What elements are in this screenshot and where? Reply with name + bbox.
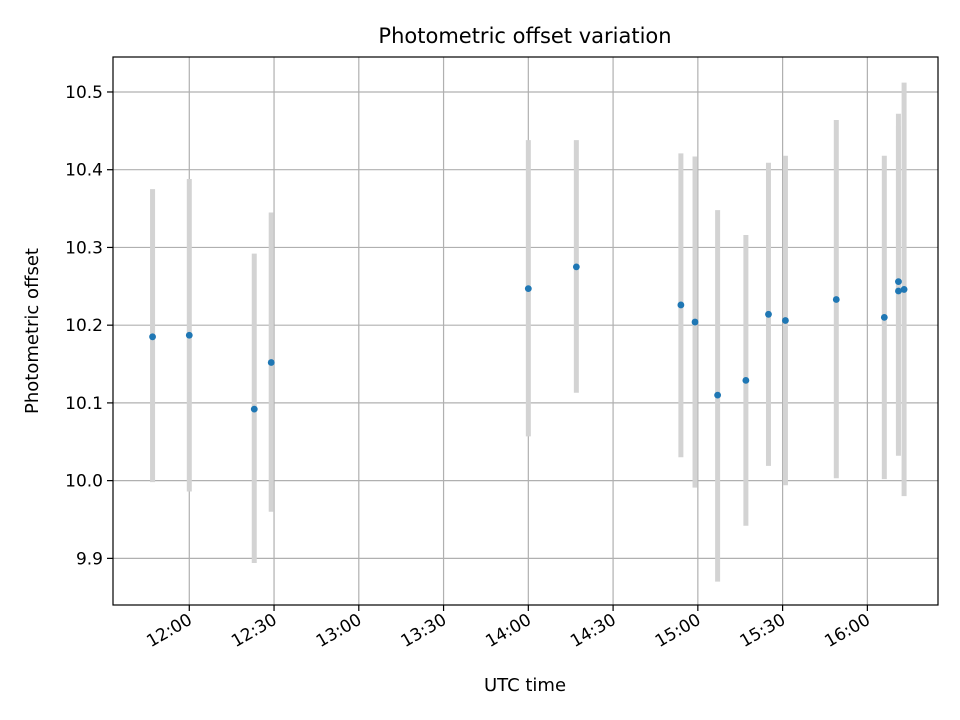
data-point — [524, 285, 532, 293]
data-point — [895, 287, 902, 295]
y-tick-label: 10.5 — [65, 83, 103, 103]
data-points — [149, 263, 908, 413]
data-point — [149, 333, 156, 341]
data-point — [765, 310, 772, 318]
y-axis-label: Photometric offset — [22, 248, 43, 414]
grid — [113, 57, 938, 605]
data-point — [782, 317, 789, 324]
x-tick-label: 13:30 — [398, 610, 450, 652]
x-tick-label: 15:30 — [737, 610, 789, 652]
data-point — [900, 286, 908, 293]
data-point — [880, 313, 888, 321]
y-axis-ticks: 9.9 10.0 10.1 10.2 10.3 10.4 10.5 — [65, 83, 113, 569]
data-point — [677, 301, 685, 309]
x-tick-label: 13:00 — [313, 610, 365, 652]
x-tick-label: 15:00 — [652, 610, 704, 652]
y-tick-label: 9.9 — [76, 549, 103, 569]
chart-title: Photometric offset variation — [378, 24, 671, 48]
x-tick-label: 14:00 — [482, 610, 534, 652]
data-point — [185, 331, 193, 339]
x-axis-ticks: 12:00 12:30 13:00 13:30 14:00 14:30 15:00 15:30… — [143, 605, 874, 652]
x-tick-label: 12:30 — [228, 610, 280, 652]
data-point — [714, 391, 722, 399]
data-point — [267, 359, 275, 366]
data-point — [832, 296, 840, 303]
data-point — [250, 405, 258, 413]
y-tick-label: 10.4 — [65, 161, 103, 181]
data-point — [572, 263, 580, 271]
y-tick-label: 10.0 — [65, 472, 103, 492]
x-axis-label: UTC time — [484, 675, 566, 696]
y-tick-label: 10.1 — [65, 394, 103, 414]
x-tick-label: 14:30 — [567, 610, 619, 652]
data-point — [895, 278, 902, 286]
plot-frame — [112, 56, 939, 606]
data-point — [742, 376, 750, 384]
y-tick-label: 10.3 — [65, 238, 103, 258]
x-tick-label: 12:00 — [143, 610, 195, 652]
data-point — [691, 318, 699, 326]
y-tick-label: 10.2 — [65, 316, 103, 336]
x-tick-label: 16:00 — [821, 610, 873, 652]
